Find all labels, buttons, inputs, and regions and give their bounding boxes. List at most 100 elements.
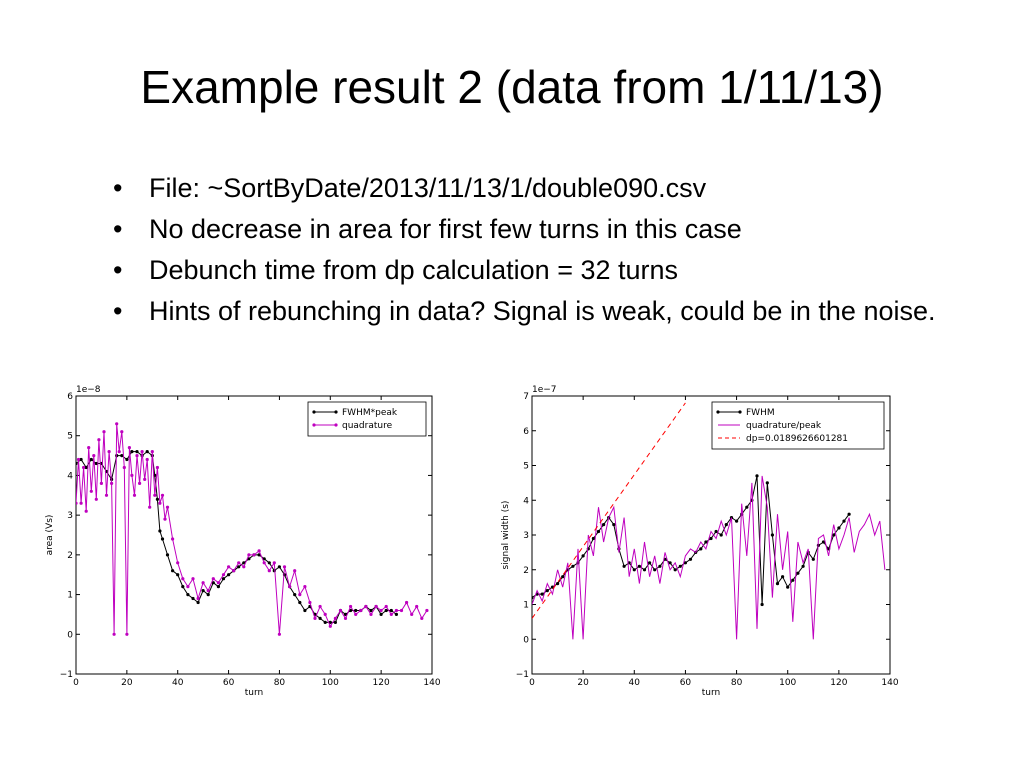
data-point [186,585,190,589]
data-point [216,585,220,589]
data-point [112,632,116,636]
x-tick-label: 20 [121,678,133,688]
y-tick-label: 0 [67,630,73,640]
data-point [130,473,134,477]
legend-marker [312,410,316,414]
data-point [158,501,162,505]
data-point [354,608,358,613]
data-point [171,537,175,541]
data-point [155,497,159,501]
data-point [602,523,606,527]
data-point [405,600,409,605]
data-point [288,585,292,589]
data-point [420,616,424,620]
data-point [227,573,231,577]
x-axis-label: turn [245,688,263,698]
data-point [343,616,348,620]
data-point [196,596,200,601]
data-point [135,450,139,454]
legend-marker [738,410,742,414]
data-point [298,600,302,605]
x-axis-label: turn [702,688,720,698]
data-point [267,569,271,573]
data-point [786,585,790,589]
series-line [532,475,886,640]
legend-label: quadrature [342,421,393,431]
x-tick-label: 100 [322,678,339,688]
bullet-dot: • [113,296,123,326]
data-point [267,561,271,565]
bullet-list: • File: ~SortByDate/2013/11/13/1/double09… [113,168,943,332]
x-tick-label: 40 [172,678,184,688]
data-point [540,592,544,596]
data-point [425,608,429,613]
x-tick-label: 120 [830,678,847,688]
data-point [653,568,657,572]
data-point [132,493,137,497]
data-point [389,612,393,616]
signal-width-chart: 0 20 40 60 80 100 120 140−1012345671e−7turnsign… [501,385,899,698]
data-point [658,564,662,568]
x-tick-label: 80 [274,678,286,688]
data-point [221,573,226,577]
data-point [622,564,626,568]
data-point [699,547,703,551]
x-tick-label: 60 [680,678,692,688]
data-point [678,564,682,568]
data-point [394,612,398,616]
data-point [242,561,246,565]
data-point [612,523,616,527]
y-tick-label: 7 [523,392,529,402]
x-tick-label: 80 [731,678,743,688]
legend-label: FWHM*peak [342,408,398,418]
data-point [811,557,815,561]
data-point [211,577,215,581]
data-point [181,577,185,581]
series-line [532,402,686,619]
data-point [87,446,91,450]
y-tick-label: −1 [516,670,529,680]
y-tick-label: 6 [67,392,73,402]
legend-marker [334,410,338,414]
data-point [181,585,185,589]
data-point [84,509,88,513]
data-point [160,493,165,497]
y-axis-label: area (Vs) [45,515,55,556]
data-point [211,581,215,585]
data-point [724,523,728,527]
bullet-item: • Hints of rebunching in data? Signal is … [113,291,943,332]
data-point [135,454,139,458]
axis-scale-label: 1e−8 [76,385,101,395]
data-point [155,465,159,470]
y-tick-label: 0 [523,635,529,645]
data-point [76,461,78,466]
data-point [648,561,652,565]
data-point [394,608,398,613]
data-point [125,632,129,636]
legend-marker [312,423,316,427]
data-point [140,450,144,454]
x-tick-label: 120 [373,678,390,688]
data-point [318,616,322,620]
data-point [349,608,353,613]
data-point [232,569,236,573]
data-point [97,438,101,442]
data-point [760,602,764,607]
data-point [765,481,769,485]
y-tick-label: 6 [523,427,529,437]
data-point [79,457,83,462]
data-point [374,604,378,609]
data-point [143,477,147,481]
x-tick-label: 100 [779,678,796,688]
data-point [277,632,281,636]
x-tick-label: 140 [423,678,440,688]
data-point [399,608,404,613]
data-point [99,481,103,485]
axis-scale-label: 1e−7 [532,385,557,395]
data-point [745,505,749,509]
data-point [303,608,307,613]
data-point [364,604,368,609]
x-tick-label: 20 [577,678,589,688]
data-point [369,612,373,616]
data-point [415,604,419,609]
